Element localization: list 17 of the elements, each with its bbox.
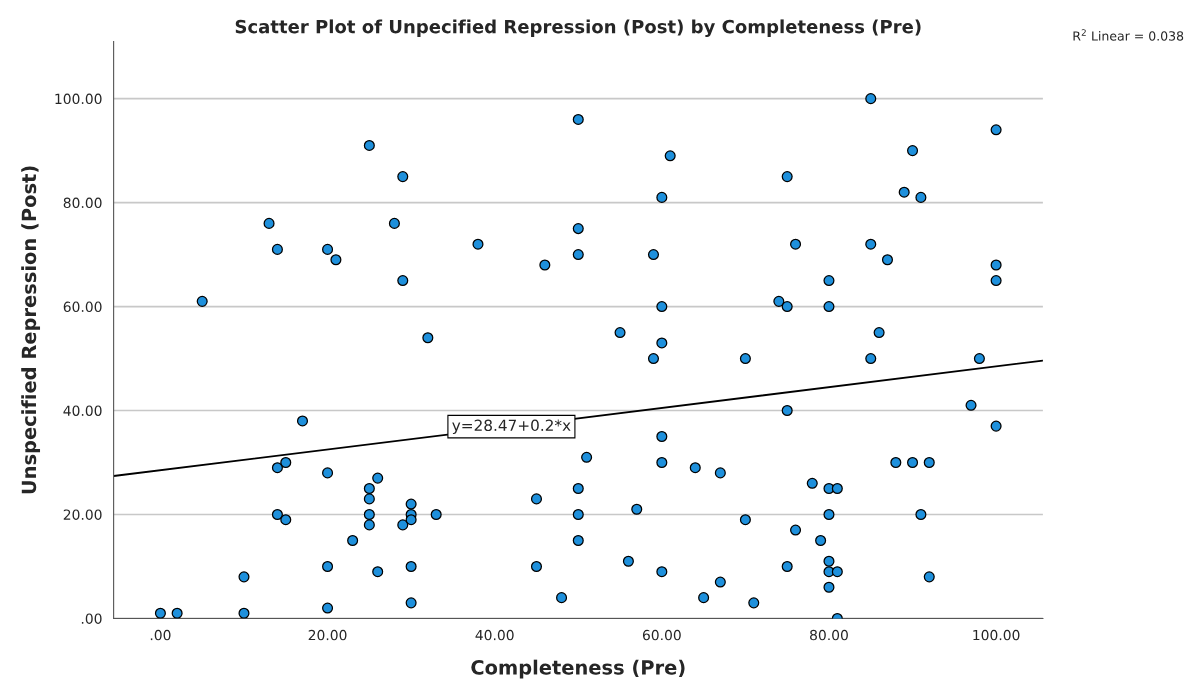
y-tick-label: .00 [81,613,102,624]
text: R$^{2}$ Linear = 0.038 [1073,29,1184,41]
y-tick-label: 40.00 [63,405,102,416]
annotation: y=28.47+0.2*x [452,419,571,435]
y-tick-label: 20.00 [63,509,102,520]
x-tick-label: 100.00 [973,629,1020,641]
x-tick-label: 80.00 [810,629,848,641]
y-tick-label: 60.00 [63,301,102,313]
x-tick-label: .00 [150,629,171,641]
x-tick-label: 60.00 [642,629,681,641]
chart-title: Scatter Plot of Unpecified Repression (Post) by Completeness (Pre) [235,19,921,38]
x-tick-label: 40.00 [475,629,514,641]
x-axis-title: Completeness (Pre) [471,659,685,679]
y-axis-title: Unspecified Repression (Post) [21,166,41,494]
y-tick-label: 100.00 [55,93,102,105]
x-tick-label: 20.00 [308,629,347,641]
y-tick-label: 80.00 [63,197,102,209]
